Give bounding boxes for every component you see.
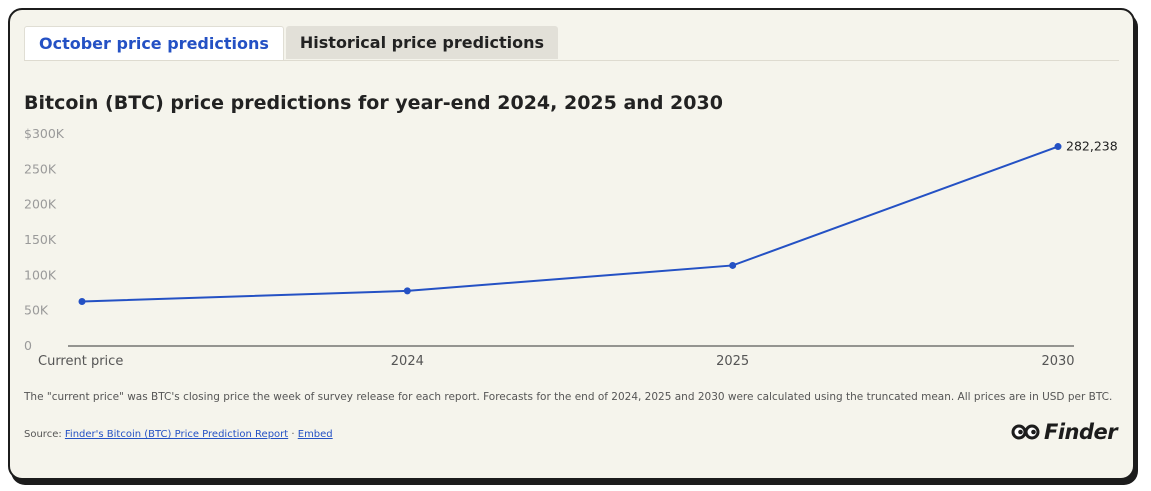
data-point (729, 261, 737, 269)
chart-note: The "current price" was BTC's closing pr… (24, 391, 1113, 403)
y-tick-label: 250K (24, 161, 57, 176)
y-tick-label: 100K (24, 267, 57, 282)
series-line (81, 145, 1059, 303)
finder-logo-text: Finder (1044, 420, 1118, 444)
source-prefix: Source: (24, 429, 65, 440)
tab-bar: October price predictions Historical pri… (24, 26, 559, 60)
source-line: Source: Finder's Bitcoin (BTC) Price Pre… (24, 429, 333, 440)
source-report-link[interactable]: Finder's Bitcoin (BTC) Price Prediction … (64, 429, 289, 440)
y-tick-label: 0 (24, 338, 32, 353)
x-tick-label: 2024 (391, 354, 424, 369)
source-separator: · (288, 429, 298, 440)
data-label: 282,238 (1066, 139, 1118, 154)
data-point (78, 297, 86, 305)
line-chart: 0 50K 100K 150K 200K 250K $300K Current price 20… (24, 126, 1118, 369)
tab-divider (24, 60, 1119, 61)
finder-logo: Finder (1011, 420, 1118, 444)
y-tick-label: 200K (24, 197, 57, 212)
finder-eyes-icon (1011, 424, 1040, 440)
x-tick-label: 2025 (716, 354, 749, 369)
y-tick-label: 50K (24, 303, 49, 318)
data-point (403, 287, 411, 295)
x-tick-label: 2030 (1041, 354, 1074, 369)
y-tick-label: 150K (24, 232, 57, 247)
x-tick-label: Current price (38, 354, 123, 369)
chart-title: Bitcoin (BTC) price predictions for year… (24, 92, 723, 114)
embed-link[interactable]: Embed (297, 429, 333, 440)
tab-october-predictions[interactable]: October price predictions (24, 26, 284, 60)
data-point (1054, 143, 1062, 151)
chart-card: October price predictions Historical pri… (8, 8, 1135, 480)
tab-historical-predictions[interactable]: Historical price predictions (285, 26, 559, 59)
y-tick-label: $300K (24, 126, 65, 141)
